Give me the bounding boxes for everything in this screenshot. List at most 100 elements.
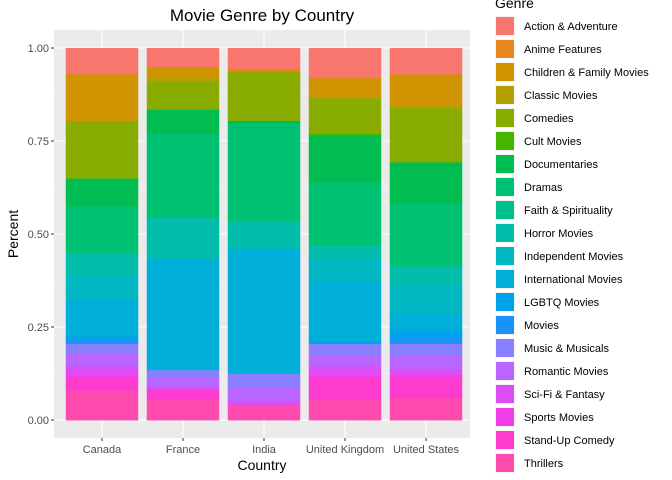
legend-item: Cult Movies (495, 131, 582, 151)
bar-segment (65, 375, 139, 378)
legend-label: Stand-Up Comedy (524, 435, 615, 447)
legend-label: Thrillers (524, 458, 564, 470)
legend-item: Anime Features (495, 39, 602, 59)
bar-segment (227, 72, 301, 121)
bar-segment (389, 74, 463, 107)
bar-segment (146, 369, 220, 378)
y-tick-label: 0.25 (28, 322, 49, 334)
bar-segment (146, 66, 220, 79)
legend-swatch (496, 224, 514, 242)
bar-segment (65, 353, 139, 367)
bar-segment (65, 336, 139, 339)
x-axis: Canada France India United Kingdom United St… (83, 438, 460, 456)
bar-segment (146, 48, 220, 67)
legend-swatch (496, 40, 514, 58)
legend-label: International Movies (524, 274, 623, 286)
bar-segment (389, 264, 463, 268)
legend-item: Romantic Movies (495, 361, 609, 381)
legend-swatch (496, 431, 514, 449)
legend-item: Movies (495, 315, 559, 335)
bar-segment (146, 77, 220, 82)
legend-item: Stand-Up Comedy (495, 430, 615, 450)
bar-segment (227, 122, 301, 222)
x-tick-label: United States (393, 444, 460, 456)
legend-swatch (496, 408, 514, 426)
legend-label: LGBTQ Movies (524, 297, 600, 309)
bar-segment (389, 330, 463, 339)
legend-item: Sports Movies (495, 407, 594, 427)
bar-segment (65, 48, 139, 75)
legend-label: Faith & Spirituality (524, 205, 613, 217)
bar-stack (389, 48, 463, 421)
legend-item: Sci-Fi & Fantasy (495, 384, 605, 404)
bar-segment (308, 366, 382, 376)
legend-swatch (496, 454, 514, 472)
bar-segment (65, 338, 139, 345)
bar-segment (389, 343, 463, 355)
bar-segment (308, 181, 382, 246)
bar-segment (389, 107, 463, 163)
legend-label: Anime Features (524, 44, 602, 56)
legend-label: Cult Movies (524, 136, 582, 148)
bar-segment (65, 343, 139, 354)
legend-item: Horror Movies (495, 223, 594, 243)
bar-segment (146, 217, 220, 259)
bar-segment (65, 377, 139, 391)
bar-segment (308, 48, 382, 79)
legend-swatch (496, 109, 514, 127)
bar-segment (227, 247, 301, 250)
legend-label: Classic Movies (524, 90, 598, 102)
bar-segment (389, 369, 463, 376)
bar-segment (389, 397, 463, 421)
legend-label: Movies (524, 320, 559, 332)
legend-item: Classic Movies (495, 85, 598, 105)
bar-segment (227, 248, 301, 374)
legend-label: Music & Musicals (524, 343, 609, 355)
bar-segment (146, 399, 220, 421)
y-tick-label: 1.00 (28, 43, 49, 55)
legend-swatch (496, 293, 514, 311)
legend-label: Action & Adventure (524, 21, 618, 33)
legend-item: Comedies (495, 108, 574, 128)
legend-label: Horror Movies (524, 228, 594, 240)
legend-swatch (496, 17, 514, 35)
legend-label: Children & Family Movies (524, 67, 649, 79)
chart-title: Movie Genre by Country (170, 6, 355, 25)
bar-segment (65, 252, 139, 276)
bar-segment (227, 120, 301, 123)
bar-stack (146, 48, 220, 421)
bar-segment (389, 377, 463, 398)
bar-segment (389, 162, 463, 204)
bar-segment (389, 285, 463, 314)
y-tick-label: 0.50 (28, 229, 49, 241)
bar-segment (308, 133, 382, 136)
legend-label: Dramas (524, 182, 563, 194)
x-tick-label: Canada (83, 444, 122, 456)
legend-title: Genre (495, 0, 534, 11)
bar-segment (308, 399, 382, 421)
legend-item: Children & Family Movies (495, 62, 649, 82)
bar-segment (389, 48, 463, 75)
y-tick-label: 0.75 (28, 136, 49, 148)
bar-segment (308, 377, 382, 400)
bar-segment (308, 135, 382, 183)
legend-item: LGBTQ Movies (495, 292, 600, 312)
legend-swatch (496, 201, 514, 219)
bar-segment (227, 401, 301, 406)
bar-segment (65, 274, 139, 300)
legend-swatch (496, 247, 514, 265)
bar-segment (227, 373, 301, 387)
bar-segment (308, 258, 382, 281)
legend-swatch (496, 385, 514, 403)
legend-label: Documentaries (524, 159, 598, 171)
bars (65, 48, 463, 421)
bar-segment (65, 74, 139, 121)
legend-item: Thrillers (495, 453, 564, 473)
legend-item: Dramas (495, 177, 563, 197)
bar-stack (308, 48, 382, 421)
bar-segment (308, 341, 382, 345)
bar-segment (308, 77, 382, 97)
bar-segment (65, 206, 139, 253)
legend-swatch (496, 316, 514, 334)
